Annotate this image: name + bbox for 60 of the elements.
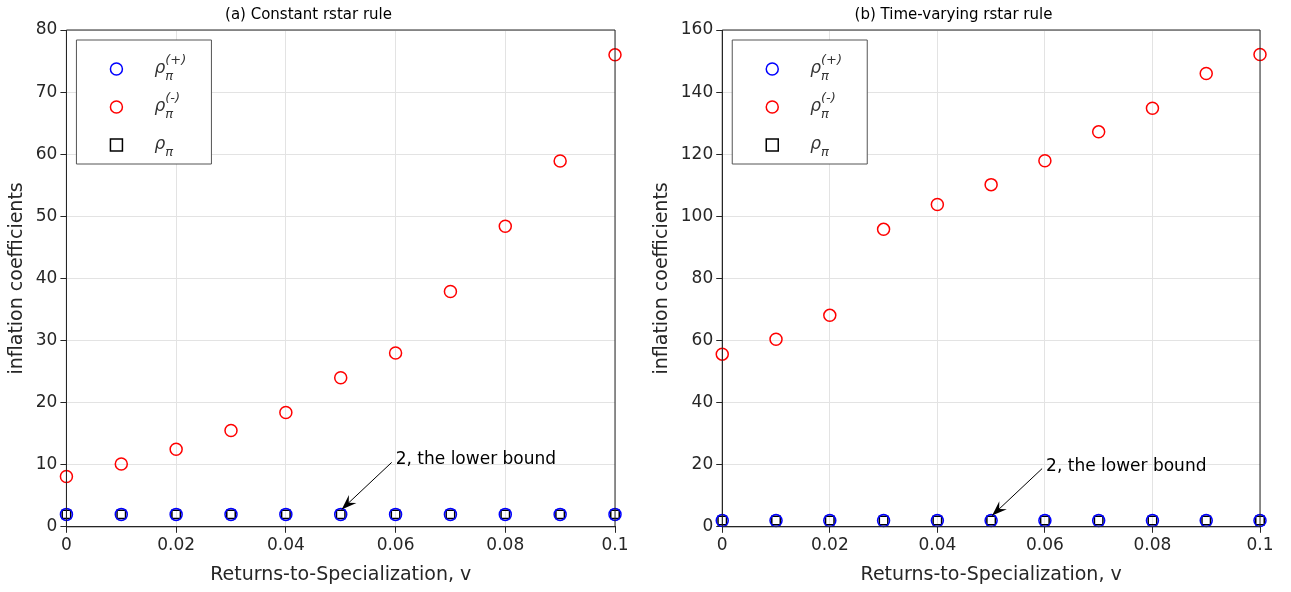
point <box>279 405 293 420</box>
y-tick-label: 40 <box>35 266 58 287</box>
x-tick-label: 0.08 <box>486 534 525 555</box>
x-tick-label: 0.02 <box>157 534 196 555</box>
y-tick-label: 0 <box>702 515 714 536</box>
x-tick-label: 0.06 <box>1025 534 1064 555</box>
point <box>876 222 891 237</box>
point <box>1253 47 1267 62</box>
y-tick-label: 0 <box>46 515 58 536</box>
y-tick-label: 80 <box>691 266 714 287</box>
chart-title: (b) Time-varying rstar rule <box>854 4 1053 23</box>
x-tick-label: 0.04 <box>918 534 957 555</box>
x-tick-label: 0.1 <box>1246 534 1274 555</box>
point <box>224 423 238 438</box>
y-tick-label: 50 <box>35 204 58 225</box>
chart-title: (a) Constant rstar rule <box>225 4 392 23</box>
point <box>769 332 783 347</box>
x-tick-label: 0.08 <box>1133 534 1172 555</box>
y-axis-title: inflation coefficients <box>649 182 672 375</box>
y-tick-label: 60 <box>35 142 58 163</box>
x-tick-label: 0.02 <box>810 534 849 555</box>
y-tick-label: 100 <box>680 204 714 225</box>
point <box>498 219 513 233</box>
y-tick-label: 120 <box>680 142 714 163</box>
x-tick-label: 0.1 <box>601 534 629 555</box>
x-tick-label: 0.04 <box>266 534 305 555</box>
point <box>1145 101 1160 115</box>
point <box>333 371 348 385</box>
y-tick-label: 20 <box>691 453 714 474</box>
point <box>1038 153 1052 168</box>
y-tick-label: 60 <box>691 328 714 349</box>
y-tick-label: 20 <box>35 391 58 412</box>
point <box>823 308 837 323</box>
point <box>59 469 74 484</box>
y-tick-label: 70 <box>35 80 58 101</box>
point <box>984 177 998 192</box>
point <box>388 346 403 360</box>
x-tick-label: 0.06 <box>376 534 415 555</box>
y-axis-title: inflation coefficients <box>4 182 27 375</box>
point <box>1199 66 1213 81</box>
x-axis-title: Returns-to-Specialization, v <box>860 561 1122 584</box>
y-tick-label: 160 <box>680 18 714 39</box>
point <box>169 442 183 456</box>
point <box>553 154 567 168</box>
x-tick-label: 0 <box>716 534 728 555</box>
point <box>715 347 729 361</box>
y-tick-label: 40 <box>691 391 714 412</box>
y-tick-label: 140 <box>680 80 714 101</box>
point <box>608 48 622 62</box>
point <box>1091 125 1106 139</box>
y-tick-label: 80 <box>35 18 58 39</box>
annotation: 2, the lower bound <box>1046 454 1207 475</box>
point <box>114 457 129 471</box>
x-axis-title: Returns-to-Specialization, v <box>210 561 472 584</box>
point <box>930 197 945 212</box>
point <box>443 284 458 299</box>
x-tick-label: 0 <box>61 534 72 555</box>
y-tick-label: 10 <box>35 453 58 474</box>
annotation: 2, the lower bound <box>395 448 557 469</box>
y-tick-label: 30 <box>35 328 58 349</box>
